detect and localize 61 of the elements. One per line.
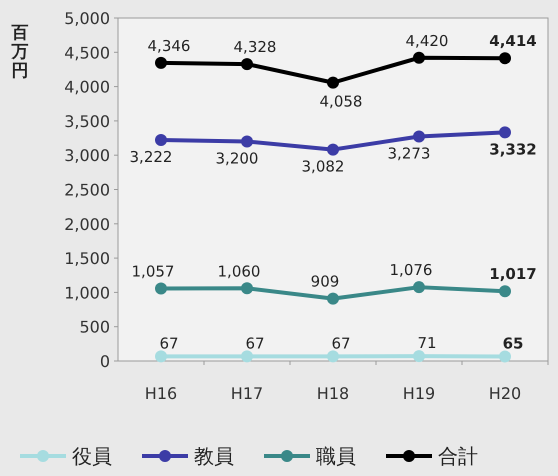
- point: [327, 144, 339, 156]
- data-label: 71: [417, 334, 437, 352]
- data-label: 67: [331, 334, 351, 352]
- data-label: 4,328: [234, 38, 276, 56]
- y-tick-label: 4,000: [64, 78, 110, 97]
- point: [327, 76, 339, 89]
- x-tick-label: H20: [488, 384, 522, 403]
- data-label: 4,420: [406, 32, 448, 50]
- point: [413, 52, 425, 64]
- data-label: 1,076: [390, 261, 432, 280]
- data-label: 909: [310, 272, 340, 291]
- data-label: 3,332: [489, 140, 537, 158]
- point: [327, 350, 339, 362]
- point: [413, 281, 425, 294]
- y-tick-label: 4,500: [64, 43, 110, 62]
- data-label: 1,060: [218, 262, 260, 280]
- y-tick-label: 2,000: [64, 214, 110, 234]
- point: [155, 56, 167, 69]
- y-tick-label: 5,000: [64, 9, 110, 28]
- data-label: 1,057: [132, 262, 174, 280]
- point: [499, 350, 511, 363]
- point: [241, 58, 253, 70]
- point: [499, 126, 511, 138]
- y-tick-label: 2,500: [64, 180, 110, 200]
- point: [241, 135, 253, 148]
- x-tick-label: H16: [144, 384, 178, 403]
- y-axis-title: 百万円: [10, 23, 28, 81]
- point: [413, 130, 425, 142]
- data-label: 3,273: [388, 144, 430, 162]
- data-label: 4,346: [148, 36, 190, 55]
- point: [413, 350, 425, 362]
- point: [155, 282, 167, 294]
- data-label: 67: [159, 334, 179, 352]
- point: [241, 350, 253, 362]
- legend-label: 役員: [72, 444, 112, 468]
- point: [499, 285, 511, 298]
- data-label: 67: [245, 334, 265, 352]
- data-label: 3,082: [302, 158, 344, 176]
- point: [155, 350, 167, 362]
- x-tick-label: H19: [402, 384, 436, 403]
- data-label: 1,017: [489, 265, 537, 284]
- point: [241, 282, 253, 294]
- data-label: 4,414: [489, 32, 537, 50]
- data-label: 4,058: [320, 92, 362, 111]
- y-tick-label: 3,500: [64, 112, 110, 131]
- legend-label: 職員: [316, 444, 356, 468]
- y-tick-label: 500: [79, 318, 110, 337]
- x-tick-label: H17: [230, 384, 264, 403]
- legend-label: 合計: [438, 444, 478, 468]
- x-tick-label: H18: [316, 384, 350, 403]
- y-tick-label: 0: [100, 352, 110, 371]
- data-label: 3,200: [216, 149, 258, 168]
- point: [155, 134, 167, 146]
- point: [327, 292, 339, 305]
- legend-label: 教員: [194, 444, 234, 468]
- y-tick-label: 1,000: [64, 283, 110, 302]
- y-tick-label: 1,500: [64, 249, 110, 268]
- data-label: 3,222: [130, 148, 172, 166]
- data-label: 65: [502, 334, 524, 353]
- y-tick-label: 3,000: [64, 146, 110, 166]
- point: [499, 52, 511, 64]
